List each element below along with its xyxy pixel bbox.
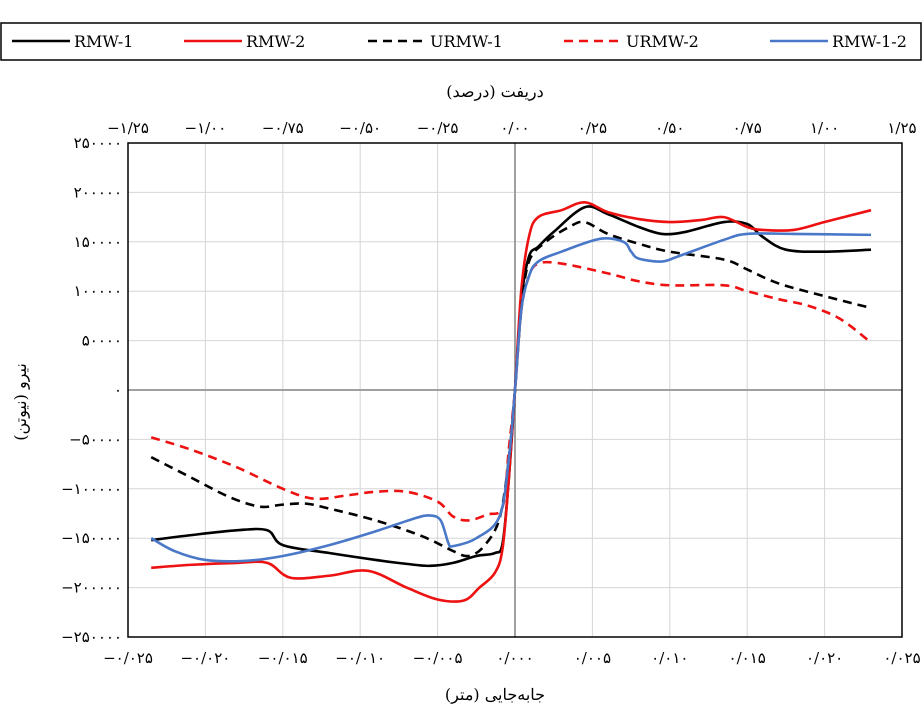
legend: RMW-1 RMW-2 URMW-1 URMW-2 RMW-1-2	[0, 22, 922, 61]
legend-box	[0, 22, 922, 61]
top-tick-label: ۰/۷۵	[733, 119, 762, 137]
top-tick-label: ۱/۰۰	[810, 119, 839, 137]
y-tick-label: ۰	[114, 381, 122, 399]
x-tick-label: ۰/۰۰۵	[574, 649, 611, 667]
x-tick-label: −۰/۰۰۵	[413, 649, 463, 667]
top-tick-label: −۰/۲۵	[417, 119, 459, 137]
series-line-rmw-1-2	[150, 232, 872, 563]
x-tick-label: −۰/۰۱۰	[335, 649, 385, 667]
top-axis-title: دریفت (درصد)	[446, 82, 544, 101]
y-tick-label: −۲۵۰۰۰۰	[61, 628, 122, 646]
top-tick-label: ۰/۰۰	[500, 119, 529, 137]
y-tick-label: ۲۵۰۰۰۰	[74, 134, 122, 152]
x-tick-label: ۰/۰۲۵	[883, 649, 920, 667]
y-tick-label: −۱۵۰۰۰۰	[61, 529, 122, 547]
top-tick-label: −۱/۰۰	[185, 119, 227, 137]
x-tick-label: −۰/۰۱۵	[258, 649, 308, 667]
y-tick-label: −۵۰۰۰۰	[69, 430, 122, 448]
y-tick-label: ۲۰۰۰۰۰	[74, 183, 122, 201]
legend-label-rmw-1-2: RMW-1-2	[832, 32, 907, 51]
x-tick-labels: −۰/۰۲۵ −۰/۰۲۰ −۰/۰۱۵ −۰/۰۱۰ −۰/۰۰۵ ۰/۰۰۰ ۰/۰۰۵…	[103, 649, 921, 667]
legend-label-rmw-1: RMW-1	[74, 32, 133, 51]
x-tick-label: −۰/۰۲۰	[180, 649, 230, 667]
y-tick-label: −۱۰۰۰۰۰	[61, 480, 122, 498]
legend-label-urmw-1: URMW-1	[430, 32, 503, 51]
y-axis-title: نیرو (نیوتن)	[11, 363, 30, 441]
top-tick-label: ۰/۵۰	[655, 119, 684, 137]
x-tick-label: ۰/۰۱۵	[729, 649, 766, 667]
y-tick-label: ۱۰۰۰۰۰	[74, 282, 122, 300]
series-line-urmw-1	[150, 220, 872, 558]
series-line-urmw-2	[150, 260, 872, 522]
x-tick-label: −۰/۰۲۵	[103, 649, 153, 667]
x-tick-label: ۰/۰۲۰	[806, 649, 843, 667]
series-line-rmw-2	[151, 200, 872, 603]
plot-frame	[127, 142, 903, 638]
top-tick-label: −۰/۷۵	[262, 119, 304, 137]
legend-label-urmw-2: URMW-2	[626, 32, 699, 51]
series-line-rmw-1	[151, 205, 872, 568]
y-tick-label: ۵۰۰۰۰	[82, 332, 122, 350]
top-tick-labels: −۱/۲۵ −۱/۰۰ −۰/۷۵ −۰/۵۰ −۰/۲۵ ۰/۰۰ ۰/۲۵ ۰/۵۰ ۰/۷…	[107, 119, 917, 137]
x-tick-label: ۰/۰۰۰	[496, 649, 533, 667]
y-tick-labels: −۲۵۰۰۰۰ −۲۰۰۰۰۰ −۱۵۰۰۰۰ −۱۰۰۰۰۰ −۵۰۰۰۰ ۰ ۵۰۰۰۰…	[61, 134, 122, 646]
top-tick-label: −۱/۲۵	[107, 119, 149, 137]
y-tick-label: −۲۰۰۰۰۰	[61, 579, 122, 597]
x-tick-label: ۰/۰۱۰	[651, 649, 688, 667]
legend-label-rmw-2: RMW-2	[246, 32, 305, 51]
top-tick-label: ۱/۲۵	[887, 119, 916, 137]
top-tick-label: ۰/۲۵	[578, 119, 607, 137]
series-group	[150, 200, 872, 603]
x-axis-title: جابه‌جایی (متر)	[445, 685, 545, 704]
top-tick-label: −۰/۵۰	[339, 119, 381, 137]
y-tick-label: ۱۵۰۰۰۰	[74, 233, 122, 251]
